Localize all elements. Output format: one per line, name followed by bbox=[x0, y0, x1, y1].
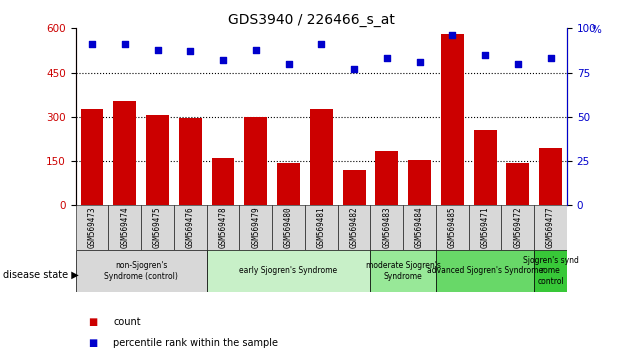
Point bbox=[415, 59, 425, 65]
FancyBboxPatch shape bbox=[108, 205, 141, 250]
Text: ■: ■ bbox=[88, 317, 98, 327]
FancyBboxPatch shape bbox=[403, 205, 436, 250]
Point bbox=[87, 41, 97, 47]
FancyBboxPatch shape bbox=[141, 205, 174, 250]
FancyBboxPatch shape bbox=[207, 205, 239, 250]
FancyBboxPatch shape bbox=[534, 250, 567, 292]
Point bbox=[447, 33, 457, 38]
Point bbox=[251, 47, 261, 52]
Bar bbox=[375, 151, 398, 205]
Bar bbox=[507, 162, 529, 205]
Text: non-Sjogren's
Syndrome (control): non-Sjogren's Syndrome (control) bbox=[104, 261, 178, 280]
FancyBboxPatch shape bbox=[370, 250, 436, 292]
Point bbox=[349, 66, 359, 72]
FancyBboxPatch shape bbox=[305, 205, 338, 250]
Text: GSM569483: GSM569483 bbox=[382, 207, 391, 248]
Bar bbox=[539, 148, 562, 205]
Bar bbox=[343, 170, 365, 205]
Point bbox=[284, 61, 294, 67]
Text: early Sjogren's Syndrome: early Sjogren's Syndrome bbox=[239, 266, 338, 275]
Bar bbox=[474, 130, 496, 205]
FancyBboxPatch shape bbox=[370, 205, 403, 250]
FancyBboxPatch shape bbox=[469, 205, 501, 250]
Text: percentile rank within the sample: percentile rank within the sample bbox=[113, 338, 278, 348]
Text: moderate Sjogren's
Syndrome: moderate Sjogren's Syndrome bbox=[366, 261, 440, 280]
FancyBboxPatch shape bbox=[272, 205, 305, 250]
Text: GSM569479: GSM569479 bbox=[251, 207, 260, 248]
Point bbox=[185, 48, 195, 54]
FancyBboxPatch shape bbox=[76, 205, 108, 250]
FancyBboxPatch shape bbox=[174, 205, 207, 250]
Text: GSM569474: GSM569474 bbox=[120, 207, 129, 248]
Bar bbox=[277, 162, 300, 205]
Text: advanced Sjogren's Syndrome: advanced Sjogren's Syndrome bbox=[427, 266, 543, 275]
Bar bbox=[408, 160, 431, 205]
Bar bbox=[310, 109, 333, 205]
FancyBboxPatch shape bbox=[534, 205, 567, 250]
Point bbox=[120, 41, 130, 47]
Text: GSM569472: GSM569472 bbox=[513, 207, 522, 248]
FancyBboxPatch shape bbox=[436, 250, 534, 292]
Text: GSM569485: GSM569485 bbox=[448, 207, 457, 248]
Bar bbox=[244, 117, 267, 205]
Title: GDS3940 / 226466_s_at: GDS3940 / 226466_s_at bbox=[228, 13, 395, 27]
Point bbox=[382, 56, 392, 61]
FancyBboxPatch shape bbox=[436, 205, 469, 250]
Point bbox=[152, 47, 163, 52]
Y-axis label: %: % bbox=[592, 25, 602, 35]
Text: GSM569484: GSM569484 bbox=[415, 207, 424, 248]
Bar bbox=[146, 115, 169, 205]
Text: GSM569475: GSM569475 bbox=[153, 207, 162, 248]
FancyBboxPatch shape bbox=[239, 205, 272, 250]
Bar bbox=[81, 109, 103, 205]
FancyBboxPatch shape bbox=[338, 205, 370, 250]
FancyBboxPatch shape bbox=[501, 205, 534, 250]
Text: GSM569471: GSM569471 bbox=[481, 207, 490, 248]
Point bbox=[480, 52, 490, 58]
Text: GSM569482: GSM569482 bbox=[350, 207, 358, 248]
Text: GSM569473: GSM569473 bbox=[88, 207, 96, 248]
Text: Sjogren's synd
rome
control: Sjogren's synd rome control bbox=[523, 256, 578, 286]
Text: count: count bbox=[113, 317, 141, 327]
Point bbox=[218, 57, 228, 63]
Bar bbox=[441, 34, 464, 205]
Point bbox=[513, 61, 523, 67]
Text: GSM569476: GSM569476 bbox=[186, 207, 195, 248]
FancyBboxPatch shape bbox=[207, 250, 370, 292]
Bar bbox=[212, 158, 234, 205]
Bar bbox=[113, 101, 136, 205]
Text: disease state ▶: disease state ▶ bbox=[3, 269, 79, 279]
Point bbox=[316, 41, 326, 47]
Bar bbox=[179, 118, 202, 205]
Point bbox=[546, 56, 556, 61]
Text: GSM569480: GSM569480 bbox=[284, 207, 293, 248]
Text: GSM569481: GSM569481 bbox=[317, 207, 326, 248]
FancyBboxPatch shape bbox=[76, 250, 207, 292]
Text: GSM569477: GSM569477 bbox=[546, 207, 555, 248]
Text: GSM569478: GSM569478 bbox=[219, 207, 227, 248]
Text: ■: ■ bbox=[88, 338, 98, 348]
